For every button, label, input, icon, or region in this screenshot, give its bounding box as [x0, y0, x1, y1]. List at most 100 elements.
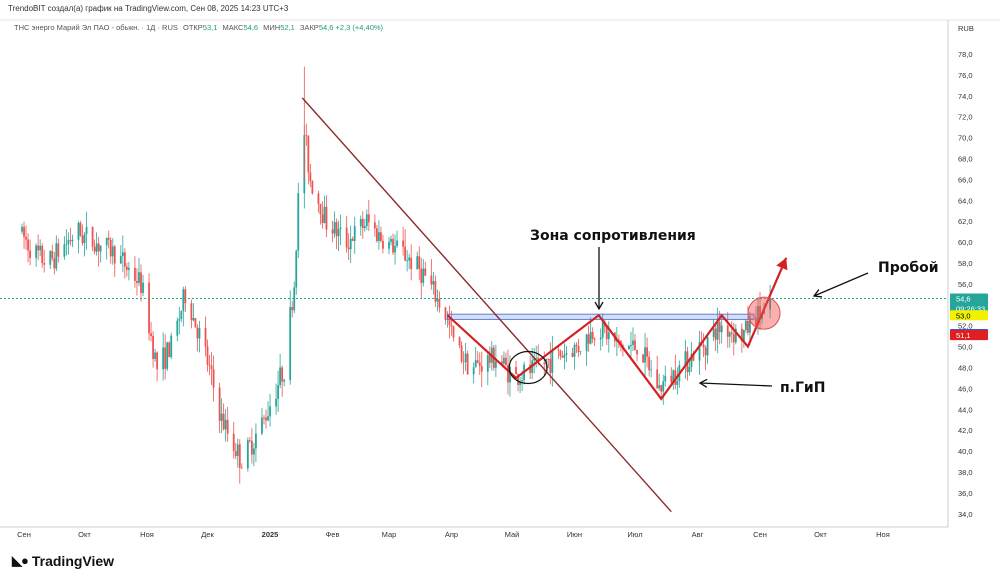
candle-body	[311, 181, 314, 194]
candle-body	[464, 353, 467, 363]
candle-body	[232, 433, 235, 452]
candle-body	[107, 237, 110, 240]
candle-body	[196, 327, 199, 339]
candle-body	[589, 332, 592, 344]
candle-body	[755, 317, 757, 325]
x-tick-label: 2025	[262, 530, 279, 539]
candle-body	[688, 366, 691, 373]
candle-body	[646, 347, 648, 357]
candle-body	[210, 365, 213, 370]
candle-body	[424, 268, 427, 276]
y-tick-label: 42,0	[958, 426, 973, 435]
y-tick-label: 64,0	[958, 196, 973, 205]
candle-body	[156, 352, 159, 370]
candle-body	[67, 240, 70, 245]
candle-body	[684, 351, 687, 366]
candle-body	[21, 226, 23, 232]
x-tick-label: Май	[505, 530, 520, 539]
candle-body	[599, 337, 602, 340]
candle-body	[123, 252, 126, 267]
candle-body	[559, 350, 562, 357]
candle-body	[444, 307, 447, 320]
candle-body	[450, 324, 453, 327]
last-price-badge-text: 09:26:33	[956, 305, 985, 314]
candle-body	[476, 360, 479, 363]
candle-body	[692, 353, 695, 361]
tradingview-brand[interactable]: ◣● TradingView	[12, 553, 114, 569]
candle-body	[422, 268, 425, 283]
candle-body	[380, 232, 382, 241]
y-tick-label: 52,0	[958, 322, 973, 331]
candle-body	[293, 287, 296, 311]
candle-body	[494, 361, 497, 368]
y-tick-label: 38,0	[958, 468, 973, 477]
candle-body	[430, 275, 433, 285]
y-tick-label: 46,0	[958, 384, 973, 393]
y-tick-label: 66,0	[958, 175, 973, 184]
candle-body	[519, 381, 521, 385]
candle-body	[85, 226, 88, 235]
pattern-arrow-head	[698, 378, 708, 388]
candle-body	[121, 252, 124, 257]
candle-body	[650, 369, 653, 371]
candle-body	[698, 342, 701, 361]
candle-body	[353, 226, 356, 241]
candle-body	[730, 332, 733, 334]
breakout-circle	[747, 296, 781, 330]
candle-body	[321, 214, 324, 224]
candle-body	[734, 328, 737, 343]
candle-body	[382, 240, 384, 249]
candle-body	[402, 240, 405, 247]
y-tick-label: 36,0	[958, 489, 973, 498]
last-price-badge-text: 54,6	[956, 295, 971, 304]
candle-body	[41, 245, 44, 264]
low-value: 52,1	[280, 23, 295, 32]
candle-body	[432, 281, 435, 285]
candle-body	[565, 352, 568, 355]
candle-body	[182, 289, 185, 312]
ticker-info: ТНС энерго Марий Эл ПАО - обыкн. · 1Д · …	[14, 23, 383, 32]
candle-body	[557, 349, 560, 351]
candle-body	[279, 367, 282, 386]
y-tick-label: 70,0	[958, 134, 973, 143]
candle-body	[742, 329, 745, 342]
candle-body	[488, 355, 491, 363]
downtrend-line	[301, 97, 672, 513]
candle-body	[706, 337, 709, 356]
y-axis: 34,0 36,0 38,0 40,0 42,0 44,0 46,0 48,0 50,0 52,0…	[958, 50, 973, 519]
candle-body	[261, 417, 263, 434]
candle-body	[740, 328, 743, 342]
candle-body	[617, 339, 620, 341]
candle-body	[347, 247, 350, 250]
pattern-arrowhead	[776, 257, 788, 271]
candle-body	[69, 240, 72, 242]
candle-body	[39, 245, 42, 251]
candle-body	[248, 440, 251, 441]
candle-body	[208, 364, 211, 366]
annotation-resistance-zone: Зона сопротивления	[530, 228, 696, 244]
candle-body	[226, 419, 229, 434]
candle-body	[295, 250, 298, 288]
candle-body	[642, 354, 644, 363]
candle-body	[533, 358, 536, 361]
candle-body	[337, 228, 340, 237]
candle-body	[53, 258, 56, 269]
candle-body	[323, 206, 326, 224]
inverse-head-shoulders-line	[446, 257, 788, 401]
candle-body	[91, 226, 94, 247]
candle-body	[168, 342, 171, 358]
x-tick-label: Окт	[814, 530, 827, 539]
candle-body	[726, 325, 729, 337]
candle-body	[148, 282, 150, 334]
candle-body	[474, 360, 477, 368]
candle-body	[263, 417, 265, 419]
candle-body	[97, 243, 100, 252]
candle-body	[466, 353, 469, 375]
x-tick-label: Сен	[17, 530, 31, 539]
candle-body	[134, 267, 136, 281]
x-tick-label: Сен	[753, 530, 767, 539]
candle-body	[747, 320, 749, 333]
x-tick-label: Апр	[445, 530, 458, 539]
